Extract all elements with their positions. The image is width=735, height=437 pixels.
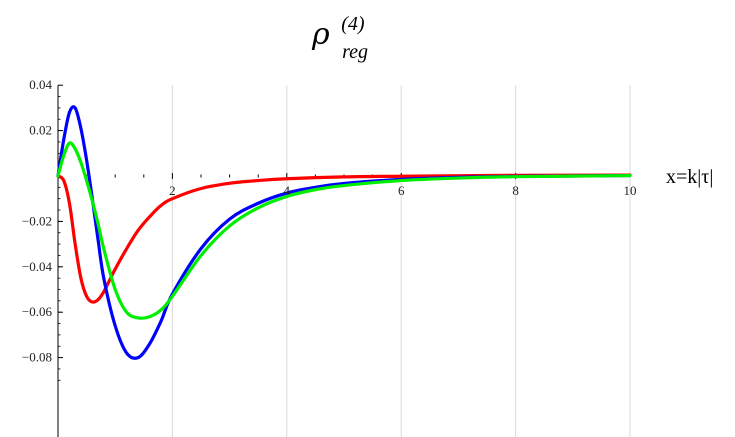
x-tick-label: 4 (284, 183, 291, 198)
x-tick-label: 10 (624, 183, 637, 198)
series-red-line (56, 173, 632, 304)
chart-title-superscript: (4) (341, 13, 365, 35)
series-green-line (56, 141, 632, 320)
chart-title-symbol: ρ (311, 17, 330, 52)
x-axis-label: x=k|τ| (666, 166, 713, 188)
x-tick-label: 8 (512, 183, 519, 198)
chart-title: ρ (4) reg (311, 3, 374, 63)
y-tick-label: −0.08 (22, 350, 52, 365)
chart-title-subscript: reg (342, 41, 368, 63)
y-tick-label: −0.06 (22, 304, 53, 319)
y-tick-label: 0.02 (29, 123, 52, 138)
x-tick-label: 6 (398, 183, 405, 198)
x-tick-label: 2 (169, 183, 176, 198)
y-tick-label: −0.02 (22, 213, 52, 228)
y-tick-label: 0.04 (29, 77, 52, 92)
series-blue-line (56, 105, 632, 360)
y-tick-label: −0.04 (22, 259, 53, 274)
